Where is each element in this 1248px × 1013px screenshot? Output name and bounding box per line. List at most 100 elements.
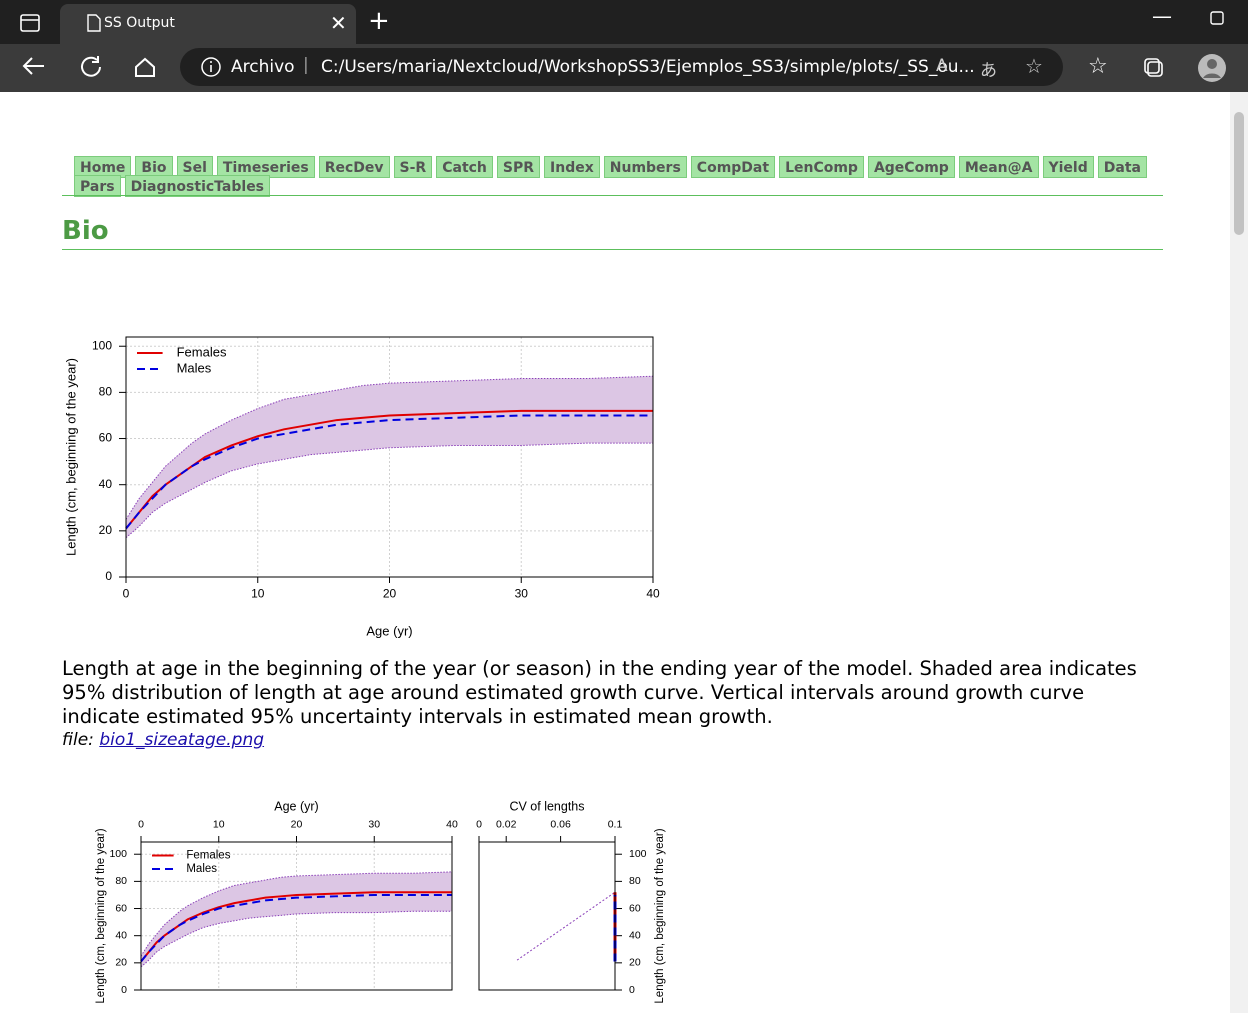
favorite[interactable]: ☆ — [1025, 54, 1043, 78]
chart-title: CV of lengths — [509, 799, 584, 813]
nav-tab[interactable]: AgeComp — [867, 156, 955, 178]
y-tick-label: 0 — [121, 984, 127, 996]
plot-box — [478, 841, 616, 991]
minimize[interactable]: — — [1152, 4, 1172, 28]
nav-tab[interactable]: DiagnosticTables — [124, 175, 271, 197]
favorites[interactable]: ☆ — [1088, 54, 1108, 79]
x-tick-label: 0.02 — [496, 818, 517, 830]
x-tick-label: 20 — [291, 818, 303, 830]
y-tick-label: 20 — [115, 957, 127, 969]
url: C:/Users/maria/Nextcloud/WorkshopSS3/Eje… — [321, 57, 975, 77]
plot-box — [125, 336, 654, 578]
legend-label: Females — [177, 344, 227, 359]
file-label: file: — [62, 730, 94, 750]
nav-tab[interactable]: Home — [74, 156, 132, 178]
x-tick-label: 0 — [123, 587, 130, 601]
nav-tab[interactable]: Bio — [135, 156, 173, 178]
nav-tab[interactable]: Mean@A — [958, 156, 1039, 178]
tab-strip: SS Output ✕ + — — [0, 0, 1248, 44]
y-tick-label: 60 — [629, 902, 641, 914]
x-tick-label: 10 — [213, 818, 225, 830]
nav-buttons[interactable] — [0, 44, 170, 92]
nav-tabs: Home Bio Sel Timeseries RecDev S-R Catch SPR Ind… — [74, 156, 1169, 197]
address-bar[interactable]: Archivo | C:/Users/maria/Nextcloud/Works… — [180, 48, 1063, 86]
file-line: file: bio1_sizeatage.png — [62, 730, 264, 750]
nav-tab[interactable]: S-R — [393, 156, 433, 178]
x-tick-label: 40 — [446, 818, 458, 830]
file-link[interactable]: bio1_sizeatage.png — [99, 730, 265, 750]
maximize[interactable] — [1210, 11, 1226, 27]
x-tick-label: 0.06 — [550, 818, 571, 830]
close-tab[interactable]: ✕ — [330, 11, 347, 35]
legend-label: Males — [177, 360, 212, 375]
x-tick-label: 20 — [383, 587, 397, 601]
y-tick-label: 60 — [115, 902, 127, 914]
rule — [62, 195, 1163, 196]
new-tab[interactable]: + — [368, 6, 390, 36]
page-icon — [87, 14, 101, 32]
series-line — [140, 893, 452, 963]
y-tick-label: 80 — [115, 875, 127, 887]
nav-tab[interactable]: Catch — [436, 156, 493, 178]
legend-label: Males — [186, 863, 217, 875]
legend-label: Females — [186, 850, 230, 862]
y-tick-label: 40 — [99, 477, 113, 491]
y-tick-label: 20 — [629, 957, 641, 969]
band-edge — [140, 871, 453, 957]
series-line — [125, 414, 653, 530]
y-tick-label: 100 — [629, 848, 647, 860]
nav-tab[interactable]: Numbers — [603, 156, 687, 178]
series-line — [516, 891, 616, 961]
band-edge — [125, 375, 654, 520]
nav-tab[interactable]: Sel — [176, 156, 213, 178]
nav-tab[interactable]: CompDat — [690, 156, 776, 178]
y-tick-label: 80 — [629, 875, 641, 887]
x-tick-label: 30 — [515, 587, 529, 601]
y-axis-label: Length (cm, beginning of the year) — [63, 358, 78, 556]
tab-actions-icon[interactable] — [8, 0, 52, 44]
tab-title: SS Output — [104, 15, 175, 31]
profile[interactable] — [1197, 53, 1227, 83]
nav-tab[interactable]: Index — [544, 156, 600, 178]
nav-tab[interactable]: SPR — [496, 156, 541, 178]
separator: | — [303, 55, 309, 75]
band-edge — [125, 442, 653, 539]
x-tick-label: 0 — [476, 818, 482, 830]
translate[interactable]: あ — [980, 61, 997, 81]
caption: Length at age in the beginning of the ye… — [62, 657, 1137, 728]
scroll-thumb[interactable] — [1234, 112, 1244, 235]
nav-tab[interactable]: Pars — [74, 175, 121, 197]
y-tick-label: 0 — [105, 569, 112, 583]
chart-title: Age (yr) — [274, 799, 318, 813]
y-axis-label: Length (cm, beginning of the year) — [654, 828, 666, 1003]
plot-box — [140, 841, 453, 991]
y-tick-label: 60 — [99, 431, 113, 445]
section-title: Bio — [62, 216, 109, 246]
x-tick-label: 30 — [368, 818, 380, 830]
read-aloud[interactable]: A — [936, 56, 948, 76]
y-tick-label: 40 — [629, 929, 641, 941]
nav-tab[interactable]: RecDev — [318, 156, 390, 178]
scrollbar[interactable] — [1230, 92, 1248, 1013]
band — [126, 376, 653, 538]
y-tick-label: 0 — [629, 984, 635, 996]
info-icon — [201, 57, 221, 77]
page-content: Home Bio Sel Timeseries RecDev S-R Catch SPR Ind… — [0, 92, 1230, 1013]
y-axis-label: Length (cm, beginning of the year) — [95, 828, 107, 1003]
nav-tab[interactable]: Data — [1097, 156, 1147, 178]
active-tab[interactable]: SS Output ✕ — [60, 4, 356, 44]
nav-tab[interactable]: Yield — [1042, 156, 1094, 178]
y-tick-label: 80 — [99, 385, 113, 399]
band-edge — [140, 910, 452, 968]
collections[interactable] — [1143, 57, 1165, 79]
protocol-label: Archivo — [231, 57, 295, 77]
rule — [62, 249, 1163, 250]
nav-tab[interactable]: LenComp — [779, 156, 864, 178]
x-tick-label: 0 — [138, 818, 144, 830]
y-tick-label: 100 — [92, 338, 112, 352]
x-tick-label: 10 — [251, 587, 265, 601]
y-tick-label: 40 — [115, 929, 127, 941]
